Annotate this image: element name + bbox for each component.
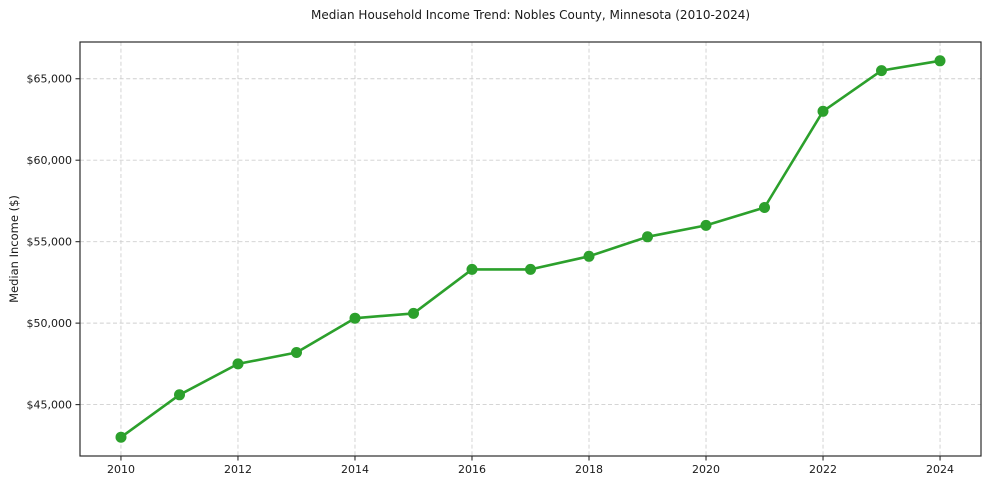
data-point-2014 bbox=[349, 312, 361, 324]
x-tick-label: 2010 bbox=[107, 463, 135, 476]
data-point-2011 bbox=[174, 389, 185, 401]
data-point-2016 bbox=[466, 263, 478, 275]
y-tick-label: $45,000 bbox=[27, 398, 73, 411]
data-point-2020 bbox=[700, 219, 712, 231]
trend-line bbox=[119, 59, 942, 439]
chart-title: Median Household Income Trend: Nobles Co… bbox=[310, 8, 751, 22]
data-point-2013 bbox=[291, 347, 302, 358]
data-point-2012 bbox=[232, 358, 244, 370]
y-tick-label: $55,000 bbox=[27, 235, 73, 248]
x-tick-label: 2012 bbox=[224, 463, 252, 476]
data-point-2017 bbox=[525, 263, 536, 275]
x-tick-label: 2018 bbox=[575, 463, 603, 476]
y-tick-label: $65,000 bbox=[27, 73, 73, 86]
data-point-2024 bbox=[934, 55, 946, 67]
x-tick-label: 2020 bbox=[692, 463, 720, 476]
data-point-2022 bbox=[817, 105, 829, 117]
data-point-2021 bbox=[759, 202, 770, 213]
data-point-2019 bbox=[642, 231, 653, 243]
plot-border bbox=[79, 41, 982, 457]
x-tick-label: 2014 bbox=[341, 463, 369, 476]
x-tick-label: 2016 bbox=[458, 463, 486, 476]
x-tick-label: 2024 bbox=[926, 463, 954, 476]
data-point-2023 bbox=[876, 65, 887, 77]
y-tick-label: $60,000 bbox=[27, 154, 73, 167]
data-point-2018 bbox=[583, 250, 595, 262]
x-tick-label: 2022 bbox=[809, 463, 837, 476]
y-tick-label: $50,000 bbox=[27, 317, 73, 330]
data-point-2010 bbox=[115, 431, 127, 443]
data-point-2015 bbox=[408, 307, 419, 319]
